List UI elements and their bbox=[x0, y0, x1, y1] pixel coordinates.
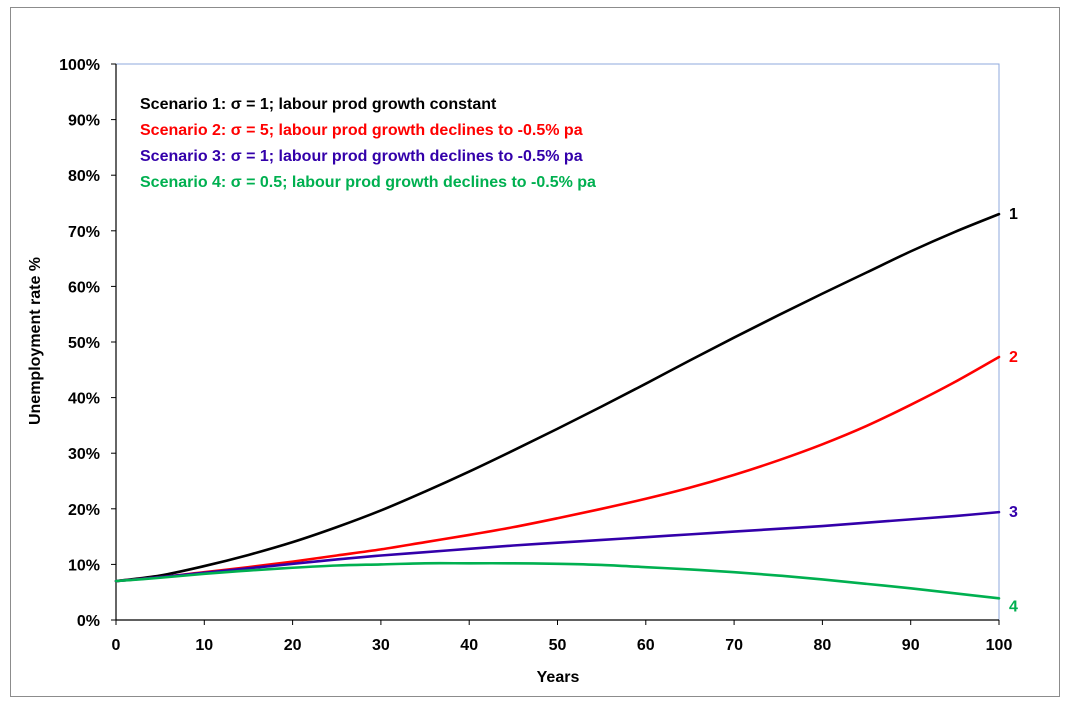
legend-entry-2: Scenario 2: σ = 5; labour prod growth de… bbox=[140, 122, 583, 139]
series-line-1 bbox=[114, 212, 1001, 583]
series-end-label-3: 3 bbox=[1009, 504, 1018, 521]
x-tick-label: 40 bbox=[460, 637, 478, 654]
y-tick-label: 0% bbox=[77, 613, 100, 630]
y-tick-label: 80% bbox=[68, 168, 100, 185]
end-labels: 1 2 3 4 bbox=[1009, 206, 1018, 615]
legend-entry-1: Scenario 1: σ = 1; labour prod growth co… bbox=[140, 96, 497, 113]
y-tick-label: 20% bbox=[68, 502, 100, 519]
x-tick-label: 70 bbox=[725, 637, 743, 654]
y-tick-label: 30% bbox=[68, 446, 100, 463]
x-tick-label: 60 bbox=[637, 637, 655, 654]
legend-entry-3: Scenario 3: σ = 1; labour prod growth de… bbox=[140, 148, 583, 165]
chart-frame bbox=[10, 7, 1060, 697]
series-end-label-1: 1 bbox=[1009, 206, 1018, 223]
y-tick-label: 40% bbox=[68, 391, 100, 408]
y-tick-label: 90% bbox=[68, 113, 100, 130]
series-end-label-4: 4 bbox=[1009, 598, 1018, 615]
x-tick-label: 20 bbox=[284, 637, 302, 654]
x-tick-label: 80 bbox=[814, 637, 832, 654]
y-axis-title: Unemployment rate % bbox=[27, 257, 44, 425]
legend-entry-4: Scenario 4: σ = 0.5; labour prod growth … bbox=[140, 174, 596, 191]
x-axis: 0 10 20 30 40 50 60 70 80 90 100 bbox=[112, 619, 1013, 654]
series-line-4 bbox=[114, 561, 1001, 600]
y-tick-label: 70% bbox=[68, 224, 100, 241]
y-tick-label: 10% bbox=[68, 557, 100, 574]
legend: Scenario 1: σ = 1; labour prod growth co… bbox=[140, 96, 596, 191]
series-line-2 bbox=[114, 355, 1001, 583]
x-tick-label: 50 bbox=[549, 637, 567, 654]
x-tick-label: 90 bbox=[902, 637, 920, 654]
y-tick-label: 100% bbox=[59, 57, 100, 74]
y-tick-label: 60% bbox=[68, 279, 100, 296]
series-end-label-2: 2 bbox=[1009, 349, 1018, 366]
series-line-3 bbox=[114, 510, 1001, 583]
x-tick-label: 30 bbox=[372, 637, 390, 654]
y-tick-label: 50% bbox=[68, 335, 100, 352]
x-tick-label: 10 bbox=[195, 637, 213, 654]
x-axis-title: Years bbox=[537, 669, 580, 686]
x-tick-label: 0 bbox=[112, 637, 121, 654]
series-group bbox=[114, 212, 1001, 600]
x-tick-label: 100 bbox=[986, 637, 1013, 654]
y-axis: 0% 10% 20% 30% 40% 50% 60% 70% 80% 90% 100% bbox=[59, 57, 117, 630]
